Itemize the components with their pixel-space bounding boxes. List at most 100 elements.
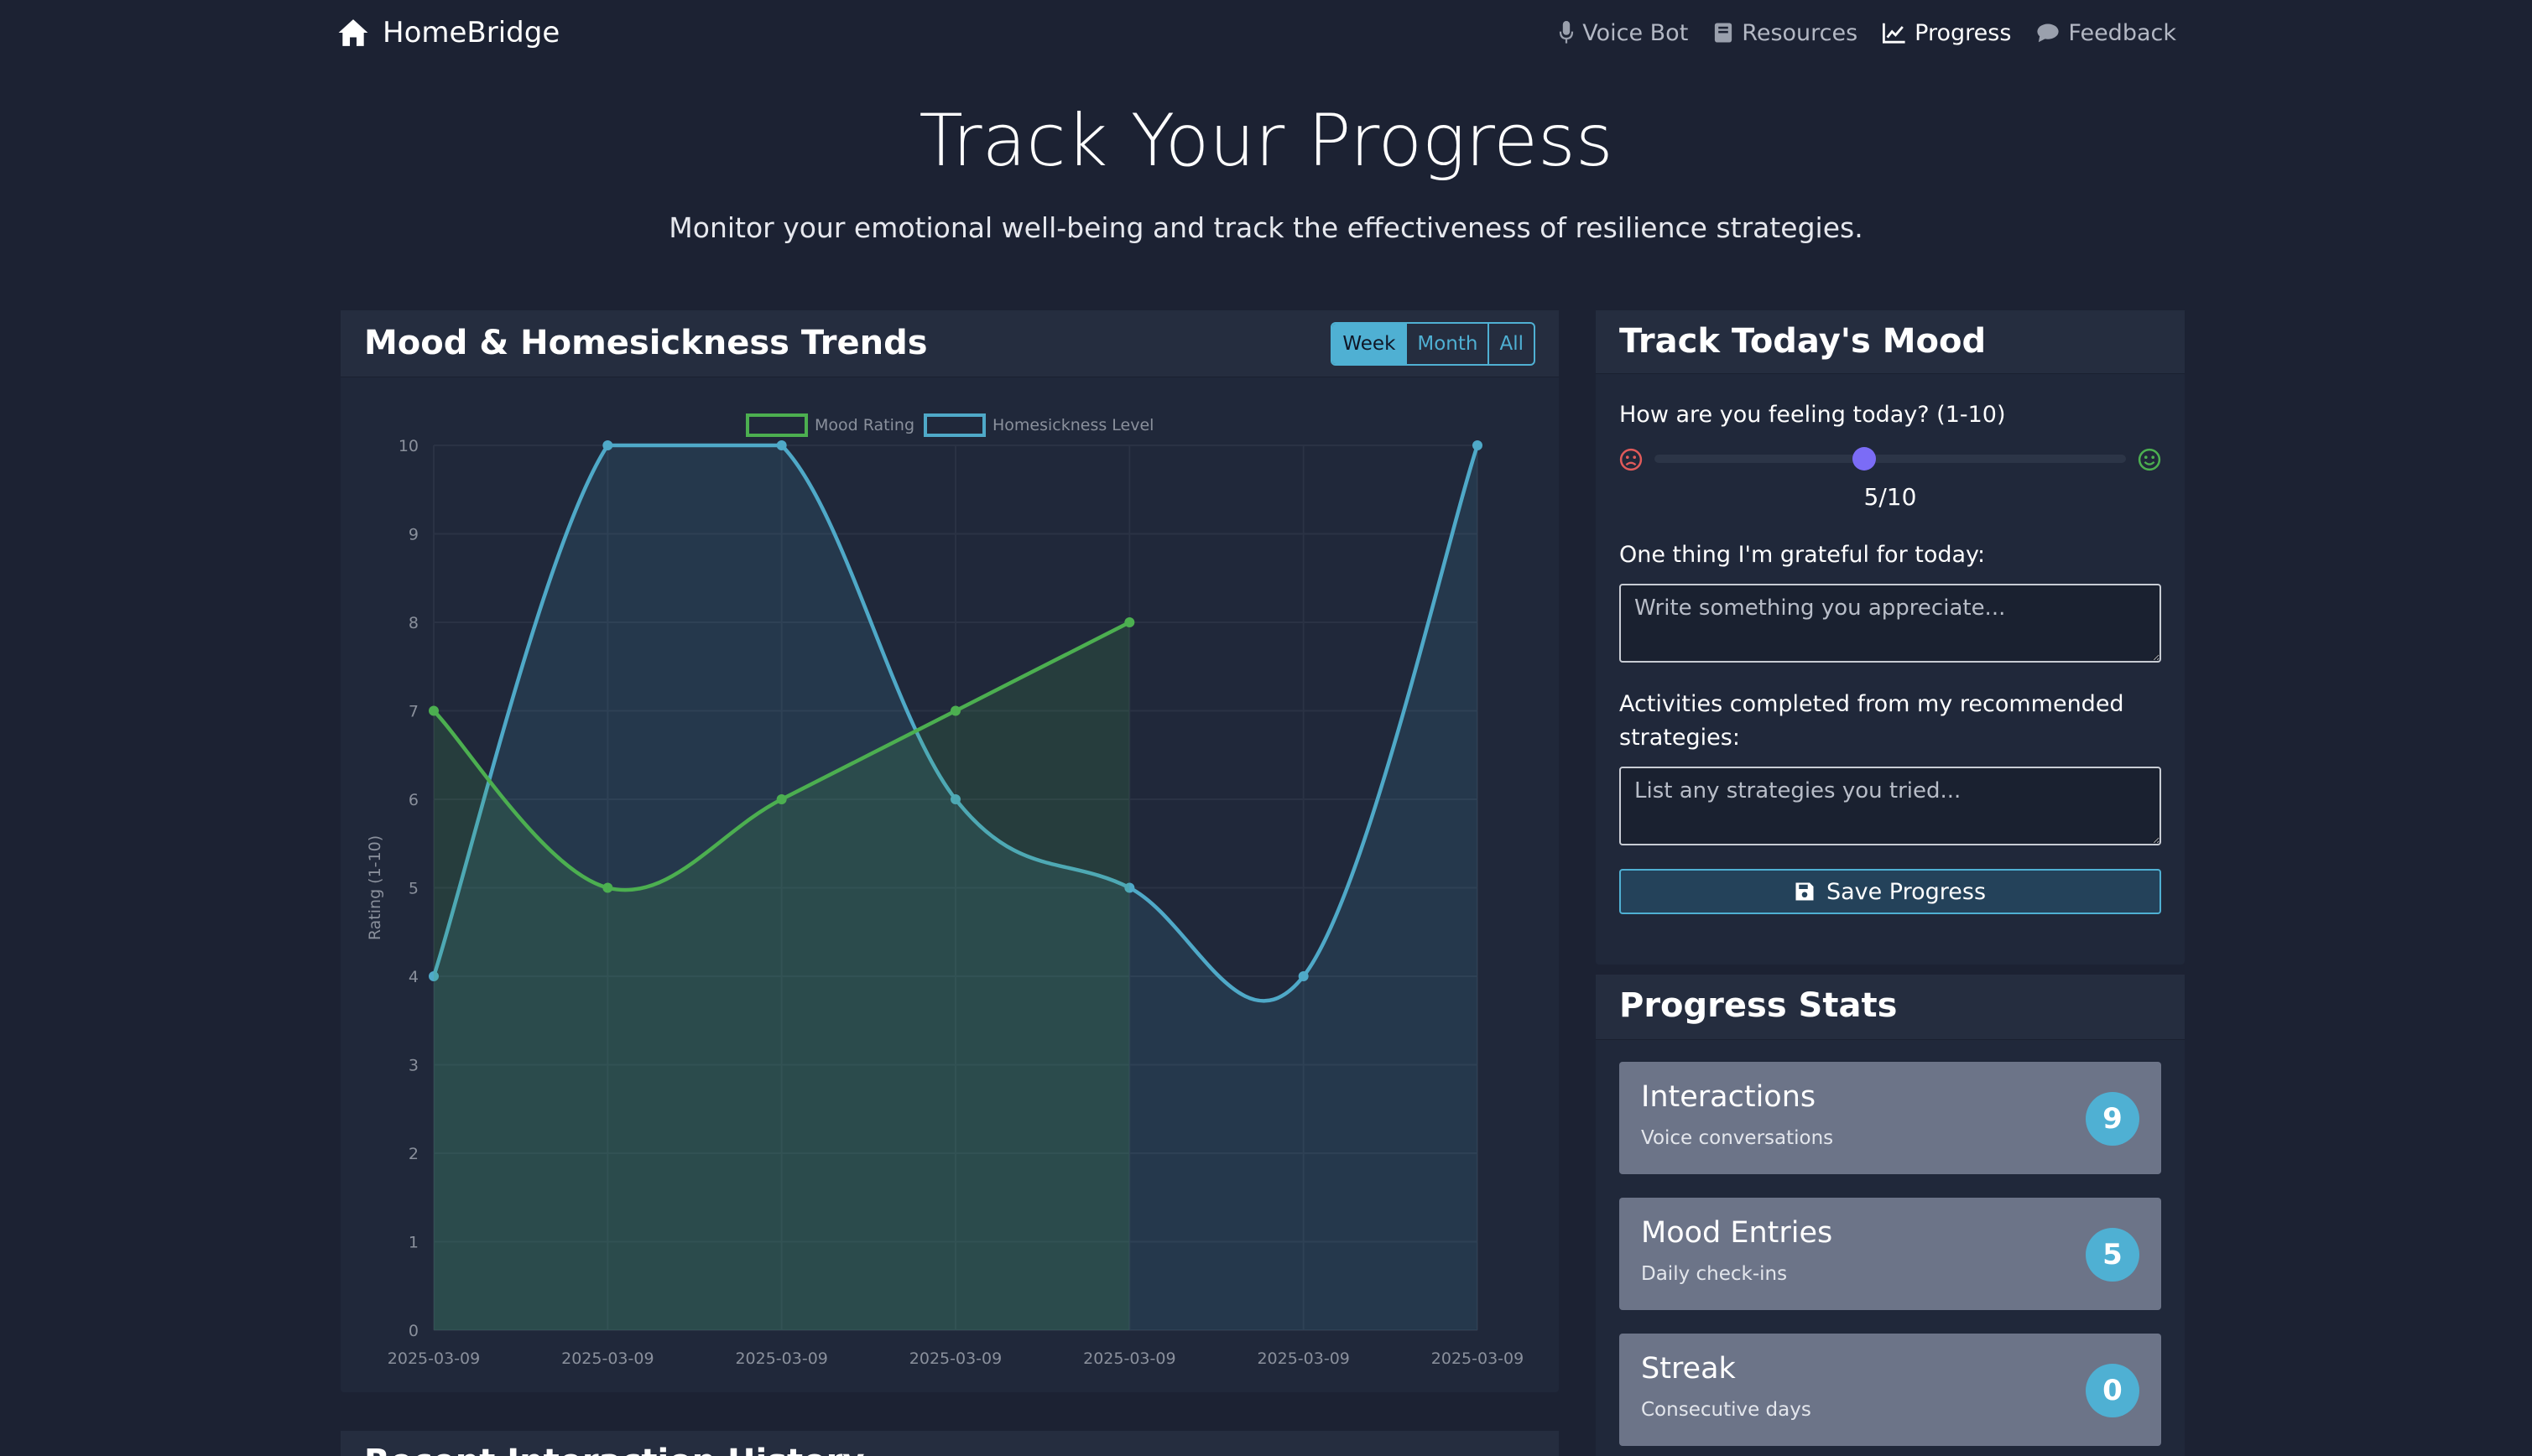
microphone-icon <box>1560 21 1574 44</box>
x-tick-label: 2025-03-09 <box>909 1349 1002 1368</box>
stat-title: Streak <box>1641 1352 1736 1386</box>
legend-label: Homesickness Level <box>992 416 1154 434</box>
stats-card-header: Progress Stats <box>1596 975 2185 1040</box>
data-point <box>951 705 961 716</box>
page-subtitle: Monitor your emotional well-being and tr… <box>669 211 1863 244</box>
y-tick-label: 0 <box>409 1322 419 1340</box>
history-card: Recent Interaction History <box>341 1431 1559 1456</box>
y-tick-label: 8 <box>409 614 419 632</box>
activities-textarea[interactable] <box>1619 767 2161 845</box>
data-point <box>429 971 439 981</box>
range-all-button[interactable]: All <box>1499 333 1524 355</box>
stat-title: Mood Entries <box>1641 1216 1833 1250</box>
y-axis-label: Rating (1-10) <box>366 835 384 940</box>
range-button-group: Week Month All <box>1331 322 1535 366</box>
x-tick-label: 2025-03-09 <box>735 1349 827 1368</box>
mood-slider-thumb[interactable] <box>1852 447 1876 471</box>
y-tick-label: 5 <box>409 880 419 898</box>
series-line <box>432 620 1131 892</box>
stat-count-badge: 0 <box>2086 1364 2139 1417</box>
stat-count-badge: 5 <box>2086 1228 2139 1282</box>
mood-question-label: How are you feeling today? (1-10) <box>1619 402 2006 428</box>
legend-label: Mood Rating <box>815 416 914 434</box>
activities-label: Activities completed from my recommended… <box>1619 691 2124 751</box>
trends-line-chart: 0 1 2 3 4 5 6 7 8 9 10 2025-03-09 2025-03-09 2025-03-… <box>366 413 1524 1368</box>
history-card-title: Recent Interaction History <box>364 1443 864 1456</box>
save-icon <box>1795 882 1814 901</box>
data-point <box>1124 882 1135 893</box>
x-tick-label: 2025-03-09 <box>388 1349 480 1368</box>
stat-subtitle: Daily check-ins <box>1641 1263 1788 1285</box>
book-icon <box>1715 23 1732 43</box>
stat-interactions: Interactions Voice conversations 9 <box>1619 1062 2161 1174</box>
y-tick-label: 4 <box>409 968 419 986</box>
data-point <box>776 794 787 804</box>
data-point <box>602 440 613 450</box>
stats-card: Progress Stats Interactions Voice conver… <box>1596 975 2185 1456</box>
stats-card-title: Progress Stats <box>1619 986 1898 1025</box>
stat-streak: Streak Consecutive days 0 <box>1619 1334 2161 1446</box>
line-chart-icon <box>1883 23 1905 44</box>
range-month-button[interactable]: Month <box>1407 324 1490 364</box>
sad-face-icon <box>1619 448 1643 471</box>
mood-card-header: Track Today's Mood <box>1596 310 2185 374</box>
mood-slider-track[interactable] <box>1654 447 2126 471</box>
mood-card: Track Today's Mood How are you feeling t… <box>1596 310 2185 965</box>
mood-slider[interactable] <box>1619 443 2161 476</box>
trends-card: Mood & Homesickness Trends Week Month Al… <box>341 310 1559 1392</box>
brand-logo-link[interactable]: HomeBridge <box>337 12 560 54</box>
save-progress-label: Save Progress <box>1826 878 1987 905</box>
trends-card-title: Mood & Homesickness Trends <box>364 324 928 362</box>
happy-face-icon <box>2138 448 2161 471</box>
nav-feedback[interactable]: Feedback <box>2036 20 2176 46</box>
data-point <box>1124 617 1135 627</box>
y-tick-label: 9 <box>409 526 419 544</box>
brand-name: HomeBridge <box>383 16 560 49</box>
data-point <box>1298 971 1309 981</box>
series-area <box>434 622 1130 1330</box>
nav-links: Voice Bot Resources Progress Feedback <box>1559 12 2176 54</box>
legend-swatch <box>746 413 808 437</box>
data-point <box>776 440 787 450</box>
data-point <box>1472 440 1482 450</box>
y-tick-label: 6 <box>409 791 419 809</box>
mood-value-display: 5/10 <box>1863 483 1917 511</box>
stat-count-badge: 9 <box>2086 1092 2139 1146</box>
page-title: Track Your Progress <box>919 99 1613 183</box>
stat-subtitle: Consecutive days <box>1641 1399 1811 1421</box>
y-tick-label: 10 <box>399 437 419 455</box>
grateful-label: One thing I'm grateful for today: <box>1619 542 1986 568</box>
x-tick-label: 2025-03-09 <box>561 1349 654 1368</box>
nav-voice-bot-label: Voice Bot <box>1582 19 1689 46</box>
stat-mood-entries: Mood Entries Daily check-ins 5 <box>1619 1198 2161 1310</box>
data-point <box>951 794 961 804</box>
save-progress-button[interactable]: Save Progress <box>1619 869 2161 914</box>
range-week-button[interactable]: Week <box>1332 324 1408 364</box>
comment-icon <box>2037 23 2060 43</box>
mood-card-title: Track Today's Mood <box>1619 322 1987 361</box>
data-point <box>602 882 613 893</box>
trends-card-header: Mood & Homesickness Trends Week Month Al… <box>341 310 1559 377</box>
data-point <box>429 705 439 716</box>
legend-swatch <box>924 413 986 437</box>
nav-resources-label: Resources <box>1742 19 1858 46</box>
y-tick-label: 7 <box>409 703 419 721</box>
nav-resources[interactable]: Resources <box>1713 20 1857 46</box>
grateful-textarea[interactable] <box>1619 584 2161 663</box>
nav-progress-label: Progress <box>1915 19 2012 46</box>
history-card-header: Recent Interaction History <box>341 1431 1559 1456</box>
stat-title: Interactions <box>1641 1080 1816 1114</box>
x-tick-label: 2025-03-09 <box>1431 1349 1524 1368</box>
home-icon <box>338 19 368 46</box>
y-tick-label: 1 <box>409 1234 419 1252</box>
nav-progress[interactable]: Progress <box>1883 20 2011 46</box>
stat-subtitle: Voice conversations <box>1641 1127 1834 1149</box>
nav-voice-bot[interactable]: Voice Bot <box>1559 20 1688 46</box>
series-area <box>434 445 1477 1330</box>
y-tick-label: 3 <box>409 1057 419 1075</box>
top-navbar: HomeBridge Voice Bot Resources Progre <box>0 0 2532 65</box>
x-tick-label: 2025-03-09 <box>1083 1349 1175 1368</box>
x-tick-label: 2025-03-09 <box>1257 1349 1349 1368</box>
nav-feedback-label: Feedback <box>2068 19 2176 46</box>
y-tick-label: 2 <box>409 1145 419 1163</box>
